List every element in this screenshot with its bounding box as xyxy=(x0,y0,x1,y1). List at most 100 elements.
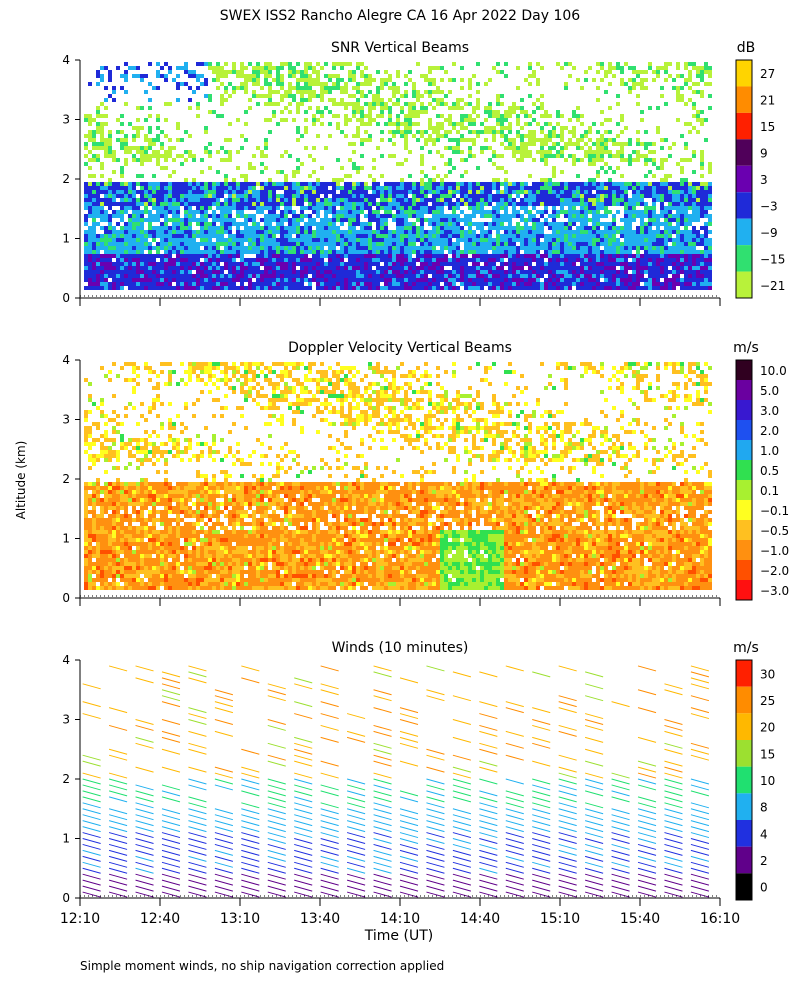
field-cell xyxy=(352,94,356,98)
field-cell xyxy=(268,118,272,122)
field-cell xyxy=(296,258,300,262)
field-cell xyxy=(292,86,296,90)
field-cell xyxy=(436,254,440,258)
field-cell xyxy=(176,234,180,238)
field-cell xyxy=(496,286,500,290)
field-cell xyxy=(316,222,320,226)
field-cell xyxy=(268,218,272,222)
field-cell xyxy=(388,286,392,290)
field-cell xyxy=(492,214,496,218)
field-cell xyxy=(300,266,304,270)
field-cell xyxy=(152,282,156,286)
field-cell xyxy=(348,206,352,210)
field-cell xyxy=(92,194,96,198)
field-cell xyxy=(640,110,644,114)
field-cell xyxy=(384,198,388,202)
field-cell xyxy=(424,234,428,238)
field-cell xyxy=(240,74,244,78)
field-cell xyxy=(480,146,484,150)
field-cell xyxy=(560,258,564,262)
field-cell xyxy=(528,210,532,214)
field-cell xyxy=(416,190,420,194)
field-cell xyxy=(548,154,552,158)
field-cell xyxy=(224,210,228,214)
field-cell xyxy=(636,82,640,86)
field-cell xyxy=(180,278,184,282)
field-cell xyxy=(264,62,268,66)
field-cell xyxy=(208,270,212,274)
field-cell xyxy=(116,282,120,286)
field-cell xyxy=(644,238,648,242)
field-cell xyxy=(340,238,344,242)
field-cell xyxy=(288,230,292,234)
field-cell xyxy=(568,182,572,186)
field-cell xyxy=(416,278,420,282)
field-cell xyxy=(260,210,264,214)
field-cell xyxy=(128,246,132,250)
field-cell xyxy=(612,66,616,70)
field-cell xyxy=(596,62,600,66)
field-cell xyxy=(264,218,268,222)
field-cell xyxy=(652,250,656,254)
field-cell xyxy=(204,126,208,130)
field-cell xyxy=(288,102,292,106)
field-cell xyxy=(256,74,260,78)
field-cell xyxy=(624,230,628,234)
field-cell xyxy=(444,242,448,246)
field-cell xyxy=(120,234,124,238)
field-cell xyxy=(548,222,552,226)
field-cell xyxy=(608,274,612,278)
field-cell xyxy=(528,142,532,146)
field-cell xyxy=(340,286,344,290)
field-cell xyxy=(136,254,140,258)
field-cell xyxy=(324,82,328,86)
field-cell xyxy=(444,162,448,166)
field-cell xyxy=(84,190,88,194)
field-cell xyxy=(292,218,296,222)
field-cell xyxy=(564,274,568,278)
field-cell xyxy=(640,78,644,82)
field-cell xyxy=(88,158,92,162)
field-cell xyxy=(560,266,564,270)
field-cell xyxy=(184,274,188,278)
field-cell xyxy=(240,266,244,270)
field-cell xyxy=(340,194,344,198)
field-cell xyxy=(536,198,540,202)
field-cell xyxy=(292,118,296,122)
field-cell xyxy=(600,262,604,266)
field-cell xyxy=(420,254,424,258)
field-cell xyxy=(392,94,396,98)
field-cell xyxy=(344,234,348,238)
field-cell xyxy=(604,286,608,290)
field-cell xyxy=(660,286,664,290)
field-cell xyxy=(600,238,604,242)
field-cell xyxy=(240,174,244,178)
field-cell xyxy=(92,274,96,278)
field-cell xyxy=(188,154,192,158)
field-cell xyxy=(152,174,156,178)
field-cell xyxy=(152,150,156,154)
field-cell xyxy=(432,222,436,226)
field-cell xyxy=(448,206,452,210)
field-cell xyxy=(588,218,592,222)
field-cell xyxy=(556,214,560,218)
field-cell xyxy=(140,234,144,238)
field-cell xyxy=(352,70,356,74)
field-cell xyxy=(332,198,336,202)
field-cell xyxy=(572,254,576,258)
field-cell xyxy=(404,138,408,142)
field-cell xyxy=(264,138,268,142)
field-cell xyxy=(220,230,224,234)
field-cell xyxy=(84,214,88,218)
field-cell xyxy=(248,226,252,230)
field-cell xyxy=(304,266,308,270)
field-cell xyxy=(580,202,584,206)
field-cell xyxy=(92,254,96,258)
field-cell xyxy=(264,238,268,242)
field-cell xyxy=(328,242,332,246)
field-cell xyxy=(408,246,412,250)
field-cell xyxy=(264,82,268,86)
field-cell xyxy=(516,150,520,154)
field-cell xyxy=(656,198,660,202)
